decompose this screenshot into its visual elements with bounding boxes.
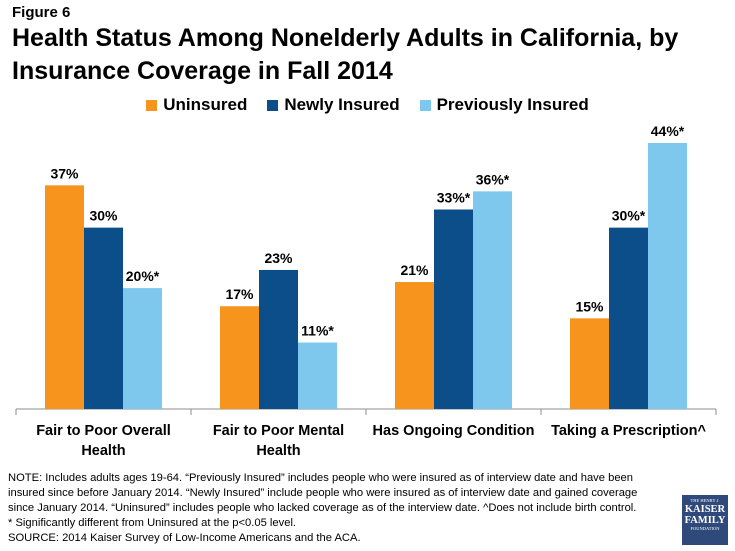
source-line: SOURCE: 2014 Kaiser Survey of Low-Income… <box>8 532 361 544</box>
legend-item-newly-insured: Newly Insured <box>267 95 400 115</box>
kff-logo: THE HENRY J. KAISER FAMILY FOUNDATION <box>682 495 728 545</box>
logo-line-1: THE HENRY J. <box>690 498 720 503</box>
logo-line-3: FAMILY <box>684 515 726 526</box>
legend-item-previously-insured: Previously Insured <box>419 95 589 115</box>
data-label: 36%* <box>476 171 510 187</box>
data-label: 30% <box>89 208 118 224</box>
chart-legend: Uninsured Newly Insured Previously Insur… <box>0 95 735 115</box>
bar <box>298 342 337 409</box>
bar <box>434 209 473 409</box>
bar <box>259 269 298 409</box>
x-tick-label: Health <box>81 443 125 459</box>
bar <box>570 318 609 409</box>
data-label: 23% <box>264 250 293 266</box>
bar-chart: 37% 30% 20%* Fair to Poor Overall Health 17% 2… <box>15 123 717 459</box>
bar <box>123 288 162 409</box>
bar <box>220 306 259 409</box>
x-tick-label: Health <box>256 443 300 459</box>
footnotes: NOTE: Includes adults ages 19-64. “Previ… <box>8 471 733 546</box>
bar <box>648 143 687 409</box>
note-line: insured since before January 2014. “Newl… <box>8 487 638 499</box>
data-label: 17% <box>225 286 254 302</box>
data-label: 15% <box>575 298 604 314</box>
legend-swatch-uninsured <box>146 99 158 111</box>
note-line: * Significantly different from Uninsured… <box>8 517 297 529</box>
bar <box>609 227 648 409</box>
bar <box>395 282 434 409</box>
x-tick-label: Fair to Poor Overall <box>36 423 171 439</box>
note-line: NOTE: Includes adults ages 19-64. “Previ… <box>8 472 633 484</box>
legend-swatch-newly-insured <box>267 99 279 111</box>
data-label: 30%* <box>612 208 646 224</box>
data-label: 37% <box>50 165 79 181</box>
data-label: 11%* <box>301 323 334 339</box>
logo-line-4: FOUNDATION <box>690 526 720 531</box>
legend-label-newly-insured: Newly Insured <box>284 95 400 114</box>
note-line: since January 2014. “Uninsured” includes… <box>8 502 637 514</box>
data-label: 33%* <box>437 190 471 206</box>
x-tick-label: Taking a Prescription^ <box>551 423 706 439</box>
data-label: 21% <box>400 262 429 278</box>
chart-title: Health Status Among Nonelderly Adults in… <box>12 24 679 85</box>
legend-label-uninsured: Uninsured <box>163 95 248 114</box>
legend-item-uninsured: Uninsured <box>146 95 247 115</box>
bar <box>84 227 123 409</box>
logo-line-2: KAISER <box>684 504 726 515</box>
bar <box>473 191 512 409</box>
bar <box>45 185 84 409</box>
data-label: 20%* <box>126 268 160 284</box>
legend-label-previously-insured: Previously Insured <box>436 95 589 114</box>
data-label: 44%* <box>651 123 685 139</box>
legend-swatch-previously-insured <box>419 99 431 111</box>
figure-label: Figure 6 <box>12 4 71 21</box>
x-tick-label: Fair to Poor Mental <box>213 423 344 439</box>
x-tick-label: Has Ongoing Condition <box>373 423 535 439</box>
